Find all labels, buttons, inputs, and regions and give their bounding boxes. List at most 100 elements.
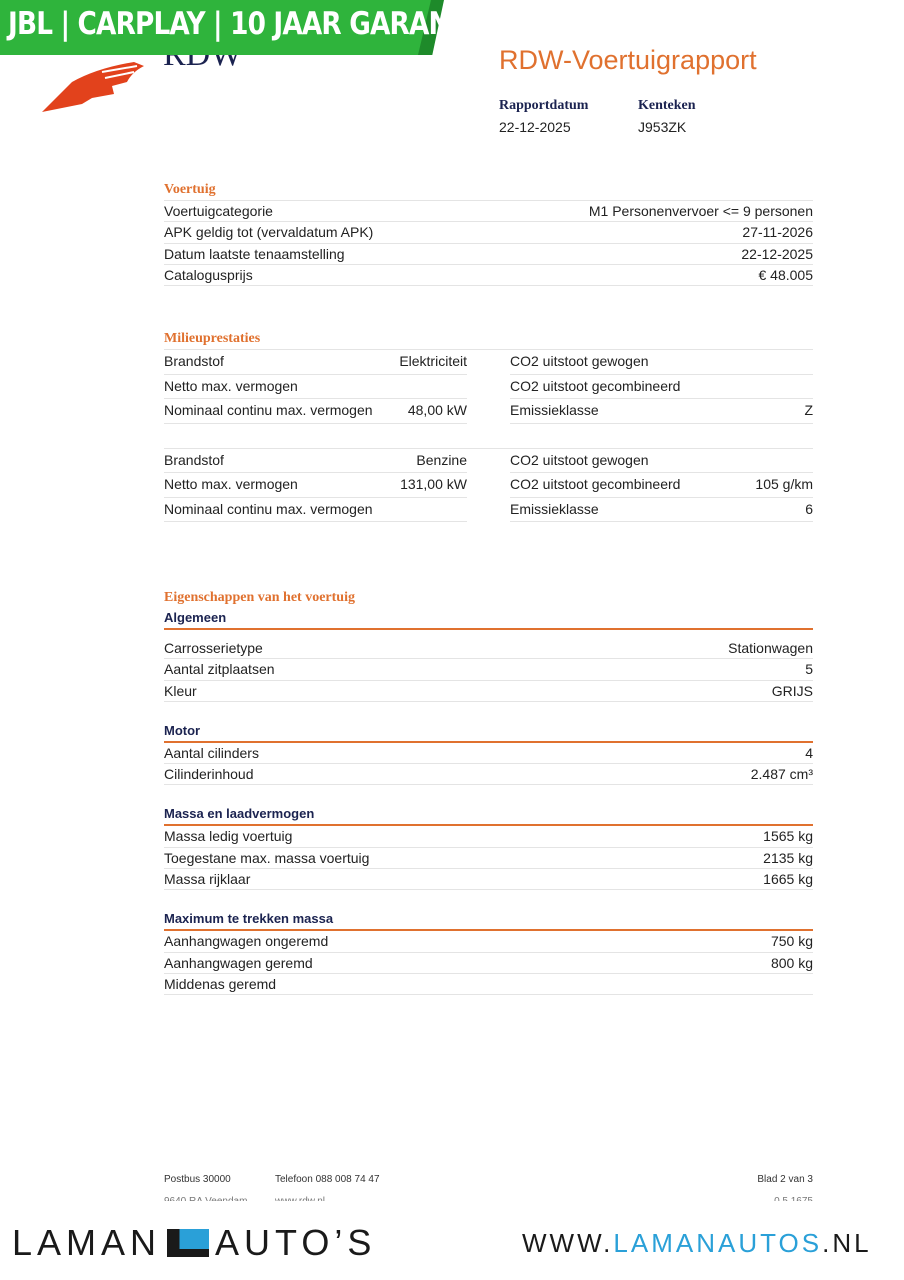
table-row: Nominaal continu max. vermogen	[164, 498, 467, 522]
row-label: Middenas geremd	[164, 975, 277, 992]
table-row: Massa ledig voertuig 1565 kg	[164, 826, 813, 848]
row-value: Stationwagen	[728, 640, 813, 656]
row-value: 131,00 kW	[400, 476, 467, 492]
table-row: Netto max. vermogen	[164, 375, 467, 399]
row-value: 48,00 kW	[407, 402, 467, 418]
table-row: Nominaal continu max. vermogen 48,00 kW	[164, 399, 467, 424]
website-url[interactable]: WWW.LAMANAUTOS.NL	[522, 1228, 872, 1259]
table-row: Carrosserietype Stationwagen	[164, 638, 813, 660]
row-label: Toegestane max. massa voertuig	[164, 849, 370, 866]
table-row: Kleur GRIJS	[164, 681, 813, 702]
row-label: CO2 uitstoot gewogen	[510, 451, 649, 468]
rdw-logo-text: RDW	[163, 55, 242, 74]
report-title: RDW-Voertuigrapport	[499, 45, 757, 75]
footer-code: 0.5.1675	[774, 1196, 813, 1207]
row-label: CO2 uitstoot gecombineerd	[510, 476, 681, 492]
section-voertuig: Voertuig Voertuigcategorie M1 Personenver…	[164, 182, 813, 287]
row-value: 1665 kg	[763, 871, 813, 888]
table-row: Middenas geremd	[164, 974, 813, 996]
table-row: Aantal cilinders 4	[164, 743, 813, 765]
row-value: Elektriciteit	[399, 353, 467, 369]
row-label: Aantal cilinders	[164, 744, 259, 761]
row-label: APK geldig tot (vervaldatum APK)	[164, 224, 374, 241]
section-heading: Voertuig	[164, 182, 813, 201]
group-title: Motor	[164, 723, 813, 743]
meta-label: Rapportdatum	[499, 98, 589, 113]
meta-value: J953ZK	[638, 119, 687, 135]
footer-web: www.rdw.nl	[275, 1196, 326, 1207]
table-row: Massa rijklaar 1665 kg	[164, 869, 813, 891]
row-label: Brandstof	[164, 353, 224, 369]
table-row: Aantal zitplaatsen 5	[164, 659, 813, 681]
table-row: Datum laatste tenaamstelling 22-12-2025	[164, 244, 813, 265]
group-title: Algemeen	[164, 610, 813, 630]
row-value: 4	[805, 744, 813, 761]
logo-right: AUTO’S	[215, 1222, 377, 1263]
section-eigenschappen: Eigenschappen van het voertuig Algemeen C…	[164, 590, 813, 1016]
property-group: Algemeen Carrosserietype Stationwagen Aanta…	[164, 610, 813, 702]
url-main: LAMANAUTOS	[613, 1228, 823, 1258]
row-value: 105 g/km	[755, 476, 813, 492]
section-milieu: Milieuprestaties Brandstof Elektriciteit C…	[164, 331, 813, 522]
table-row: Brandstof Elektriciteit	[164, 350, 467, 375]
row-value: 750 kg	[770, 933, 813, 950]
section-heading: Milieuprestaties	[164, 331, 261, 346]
row-value: 800 kg	[770, 954, 813, 971]
table-row: Cilinderinhoud 2.487 cm³	[164, 764, 813, 786]
row-label: Aanhangwagen geremd	[164, 954, 313, 971]
table-row: Voertuigcategorie M1 Personenvervoer <= 9…	[164, 201, 813, 223]
table-row: CO2 uitstoot gecombineerd 105 g/km	[510, 473, 813, 498]
url-prefix: WWW.	[522, 1228, 614, 1258]
group-title: Maximum te trekken massa	[164, 911, 813, 932]
fuel-block: Brandstof Benzine CO2 uitstoot gewogen Nett…	[164, 447, 813, 522]
meta-label: Kenteken	[638, 98, 696, 113]
property-group: Maximum te trekken massa Aanhangwagen ong…	[164, 911, 813, 996]
row-value: 27-11-2026	[742, 224, 813, 241]
row-value: M1 Personenvervoer <= 9 personen	[588, 203, 813, 219]
row-label: Cilinderinhoud	[164, 766, 254, 783]
footer-telefoon: Telefoon 088 008 74 47	[275, 1174, 380, 1185]
property-group: Motor Aantal cilinders 4 Cilinderinhoud 2.48…	[164, 723, 813, 786]
row-label: Kleur	[164, 682, 197, 699]
table-row: Catalogusprijs € 48.005	[164, 265, 813, 287]
row-value: 5	[805, 661, 813, 678]
table-row: Aanhangwagen geremd 800 kg	[164, 953, 813, 974]
row-label: CO2 uitstoot gewogen	[510, 353, 649, 369]
table-row: Netto max. vermogen 131,00 kW	[164, 473, 467, 498]
row-label: Brandstof	[164, 451, 224, 468]
table-row: Aanhangwagen ongeremd 750 kg	[164, 931, 813, 953]
row-label: Nominaal continu max. vermogen	[164, 402, 373, 418]
row-label: Aanhangwagen ongeremd	[164, 933, 329, 950]
meta-rapportdatum: Rapportdatum 22-12-2025	[499, 98, 588, 135]
row-label: Massa ledig voertuig	[164, 828, 293, 845]
group-title: Massa en laadvermogen	[164, 806, 813, 827]
row-value: Benzine	[416, 451, 467, 468]
fuel-block: Brandstof Elektriciteit CO2 uitstoot gewog…	[164, 349, 813, 424]
row-label: CO2 uitstoot gecombineerd	[510, 377, 681, 394]
table-row: CO2 uitstoot gewogen	[510, 449, 813, 473]
footer-postbus: Postbus 30000	[164, 1174, 231, 1185]
footer-page: Blad 2 van 3	[757, 1174, 813, 1185]
row-label: Massa rijklaar	[164, 871, 251, 888]
laman-autos-logo: LAMAN AUTO’S	[12, 1222, 376, 1264]
table-row: Emissieklasse Z	[510, 399, 813, 424]
table-row: CO2 uitstoot gecombineerd	[510, 375, 813, 399]
row-value: 2135 kg	[763, 849, 813, 866]
promo-banner	[0, 0, 432, 55]
row-label: Catalogusprijs	[164, 266, 253, 283]
footer-city: 9640 RA Veendam	[164, 1196, 248, 1207]
row-value: 6	[805, 500, 813, 517]
row-value: Z	[804, 402, 813, 418]
row-label: Aantal zitplaatsen	[164, 661, 275, 678]
row-value: 2.487 cm³	[750, 766, 813, 783]
row-label: Emissieklasse	[510, 402, 599, 418]
url-suffix: .NL	[822, 1228, 872, 1258]
promo-banner-text: JBL | CARPLAY | 10 JAAR GARANTIE	[8, 6, 494, 42]
row-label: Voertuigcategorie	[164, 203, 273, 219]
meta-kenteken: Kenteken J953ZK	[638, 98, 696, 135]
table-row: APK geldig tot (vervaldatum APK) 27-11-20…	[164, 222, 813, 244]
row-label: Netto max. vermogen	[164, 377, 298, 394]
logo-l-mark-icon	[167, 1229, 210, 1257]
row-label: Emissieklasse	[510, 500, 599, 517]
table-row: Toegestane max. massa voertuig 2135 kg	[164, 848, 813, 870]
